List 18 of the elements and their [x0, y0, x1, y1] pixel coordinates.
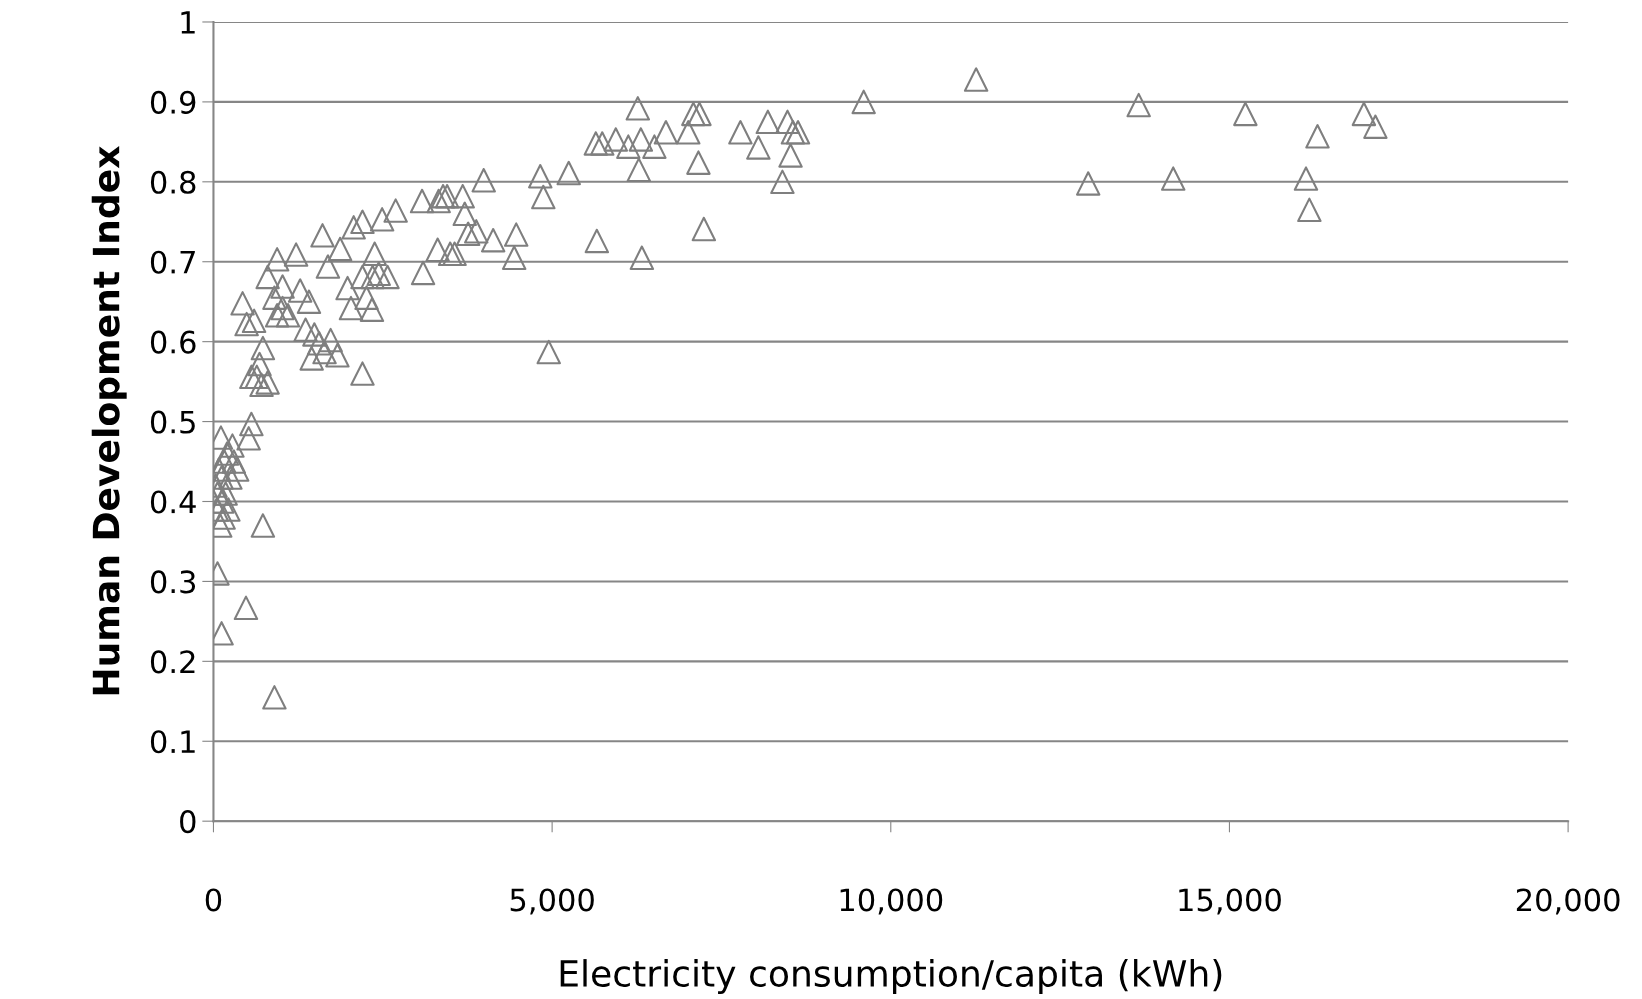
- y-axis-title: Human Development Index: [91, 146, 127, 695]
- y-tick-label: 0.3: [150, 570, 196, 594]
- x-tick-label: 15,000: [1179, 888, 1281, 915]
- y-tick-label: 0.1: [150, 730, 195, 754]
- x-tick-label: 20,000: [1516, 888, 1620, 915]
- y-tick-label: 0.9: [150, 90, 196, 114]
- x-tick-label: 10,000: [840, 888, 943, 915]
- y-tick-label: 0: [180, 810, 196, 834]
- x-tick-label: 0: [205, 888, 222, 912]
- y-tick-label: 0.2: [150, 650, 195, 674]
- y-tick-label: 0.7: [150, 250, 195, 274]
- x-axis-title: Electricity consumption/capita (kWh): [560, 959, 1222, 995]
- y-tick-label: 0.6: [150, 330, 196, 354]
- y-tick-label: 0.8: [150, 170, 196, 194]
- x-tick-label: 5,000: [510, 888, 594, 915]
- y-tick-label: 1: [181, 11, 195, 34]
- y-tick-label: 0.4: [150, 490, 196, 514]
- y-tick-label: 0.5: [150, 410, 195, 434]
